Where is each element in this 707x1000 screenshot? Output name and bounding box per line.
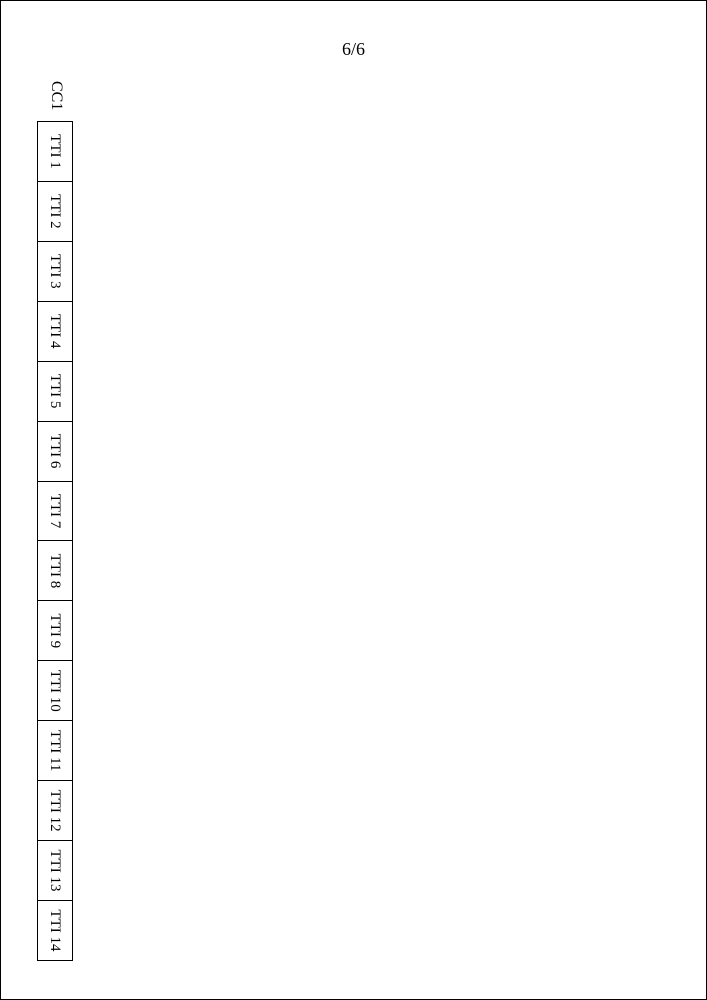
tti-cell: TTI 7	[37, 482, 73, 542]
cc1-label: CC1	[47, 81, 65, 110]
tti-cell: TTI 5	[37, 362, 73, 422]
tti-cell: TTI 13	[37, 841, 73, 901]
tti-row: TTI 1 TTI 2 TTI 3 TTI 4 TTI 5 TTI 6 TTI …	[37, 121, 73, 961]
tti-cell: TTI 11	[37, 721, 73, 781]
page-number: 6/6	[1, 39, 706, 60]
tti-cell: TTI 9	[37, 601, 73, 661]
tti-cell: TTI 2	[37, 182, 73, 242]
tti-cell: TTI 14	[37, 901, 73, 961]
tti-cell: TTI 6	[37, 422, 73, 482]
tti-cell: TTI 1	[37, 121, 73, 182]
page: 6/6 CC1 CC2 TTI 1 TTI 2 TTI 3 TTI 4 TTI …	[0, 0, 707, 1000]
diagram: CC1 CC2 TTI 1 TTI 2 TTI 3 TTI 4 TTI 5 TT…	[0, 81, 91, 981]
tti-cell: TTI 10	[37, 661, 73, 721]
tti-cell: TTI 3	[37, 242, 73, 302]
tti-cell: TTI 4	[37, 302, 73, 362]
tti-cell: TTI 8	[37, 541, 73, 601]
tti-cell: TTI 12	[37, 781, 73, 841]
